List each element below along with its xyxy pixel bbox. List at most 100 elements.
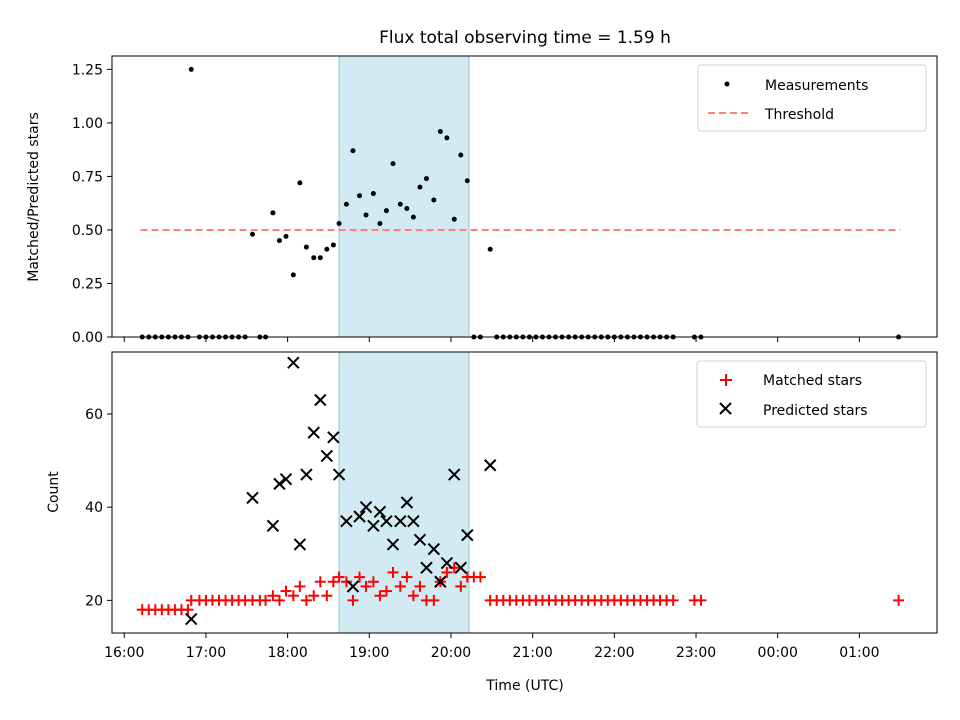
- matched-star-point: [280, 585, 292, 597]
- y-tick-label: 60: [85, 407, 103, 423]
- predicted-star-point: [407, 514, 420, 528]
- predicted-star-point: [266, 519, 280, 533]
- measurement-point: [487, 246, 493, 252]
- x-tick-label: 20:00: [431, 645, 471, 661]
- matched-star-point: [360, 580, 372, 592]
- measurement-point: [431, 197, 437, 203]
- measurement-point: [317, 255, 323, 261]
- measurement-point: [397, 201, 403, 207]
- measurements-series: [139, 66, 902, 340]
- top-plot-frame: [111, 55, 938, 338]
- matched-star-point: [401, 571, 413, 583]
- predicted-star-point: [327, 431, 340, 444]
- legend-predicted-label: Predicted stars: [763, 403, 868, 419]
- x-tick-label: 17:00: [186, 645, 226, 661]
- measurement-point: [423, 176, 429, 182]
- predicted-star-point: [346, 580, 360, 593]
- y-tick-label: 0.50: [72, 223, 103, 239]
- y-tick-label: 1.25: [72, 62, 103, 78]
- matched-star-point: [308, 590, 320, 602]
- legend-threshold-label: Threshold: [764, 107, 834, 123]
- matched-star-point: [374, 590, 386, 602]
- x-tick-label: 01:00: [839, 645, 879, 661]
- predicted-star-point: [300, 468, 313, 481]
- x-tick-label: 16:00: [104, 645, 144, 661]
- matched-star-point: [407, 590, 419, 602]
- top-y-axis-ticks: 0.00 0.25 0.50 0.75 1.00 1.25: [72, 62, 112, 346]
- predicted-star-point: [420, 561, 433, 574]
- predicted-star-point: [434, 575, 447, 588]
- legend-measurements-label: Measurements: [765, 78, 868, 94]
- matched-star-point: [314, 576, 326, 588]
- predicted-star-point: [314, 393, 327, 407]
- matched-star-point: [455, 580, 467, 592]
- y-tick-label: 1.00: [72, 116, 103, 132]
- matched-star-point: [367, 576, 379, 588]
- matched-star-point: [893, 594, 905, 606]
- matched-star-point: [441, 566, 453, 578]
- measurement-point: [444, 135, 450, 141]
- measurement-point: [311, 255, 317, 261]
- predicted-star-point: [427, 542, 441, 556]
- predicted-star-point: [483, 459, 497, 472]
- bottom-y-axis-ticks: 20 40 60: [85, 407, 112, 609]
- measurement-point: [383, 208, 389, 214]
- predicted-star-point: [320, 449, 334, 463]
- predicted-star-point: [440, 556, 454, 570]
- matched-star-point: [387, 566, 399, 578]
- matched-star-point: [287, 590, 299, 602]
- matched-star-point: [394, 580, 406, 592]
- y-tick-label: 0.00: [72, 330, 103, 346]
- x-tick-label: 21:00: [512, 645, 552, 661]
- bottom-legend-box: [696, 360, 927, 428]
- bottom-plot-frame: [111, 351, 938, 634]
- measurement-point: [464, 178, 470, 184]
- measurement-point: [404, 206, 410, 212]
- matched-star-point: [428, 594, 440, 606]
- y-tick-label: 0.75: [72, 169, 103, 185]
- legend-measurements-marker: [724, 81, 730, 87]
- top-y-axis-label: Matched/Predicted stars: [26, 112, 42, 282]
- bottom-x-axis-ticks: 16:00 17:00 18:00 19:00 20:00 21:00 22:00 23:00…: [104, 633, 880, 661]
- measurement-point: [276, 238, 282, 244]
- matched-star-point: [695, 594, 707, 606]
- measurement-point: [297, 180, 303, 186]
- measurement-point: [303, 244, 309, 250]
- measurement-point: [357, 193, 362, 199]
- top-panel: 0.00 0.25 0.50 0.75 1.00 1.25 Matched/Predict…: [26, 55, 938, 346]
- measurement-point: [343, 201, 349, 207]
- legend-matched-marker: [720, 374, 732, 386]
- matched-star-point: [414, 580, 426, 592]
- x-tick-label: 22:00: [594, 645, 634, 661]
- top-x-axis-ticks: [123, 337, 860, 342]
- y-tick-label: 0.25: [72, 276, 103, 292]
- matched-star-point: [347, 594, 359, 606]
- bottom-y-axis-label: Count: [46, 471, 62, 513]
- matched-star-point: [380, 585, 392, 597]
- measurement-point: [249, 231, 255, 237]
- measurement-point: [290, 272, 296, 278]
- predicted-star-point: [386, 538, 400, 551]
- chart-title: Flux total observing time = 1.59 h: [379, 28, 671, 48]
- predicted-star-point: [461, 528, 474, 542]
- measurement-point: [336, 221, 342, 227]
- predicted-star-point: [340, 514, 353, 528]
- measurement-point: [458, 152, 464, 158]
- predicted-star-point: [454, 561, 467, 574]
- bottom-panel: 20 40 60 16:00 17:00 18:00 19:00 20:00 21:00 22:…: [46, 351, 938, 694]
- y-tick-label: 20: [85, 593, 103, 609]
- predicted-star-point: [279, 473, 293, 486]
- predicted-stars-series: [185, 356, 497, 626]
- measurement-point: [330, 242, 336, 248]
- measurement-point: [324, 246, 330, 252]
- predicted-star-point: [400, 496, 414, 509]
- predicted-star-point: [394, 514, 407, 528]
- matched-star-point: [333, 571, 345, 583]
- x-tick-label: 19:00: [349, 645, 389, 661]
- predicted-star-point: [353, 510, 366, 523]
- predicted-star-point: [246, 491, 259, 505]
- matched-star-point: [321, 590, 333, 602]
- x-tick-label: 23:00: [676, 645, 716, 661]
- predicted-star-point: [380, 514, 393, 528]
